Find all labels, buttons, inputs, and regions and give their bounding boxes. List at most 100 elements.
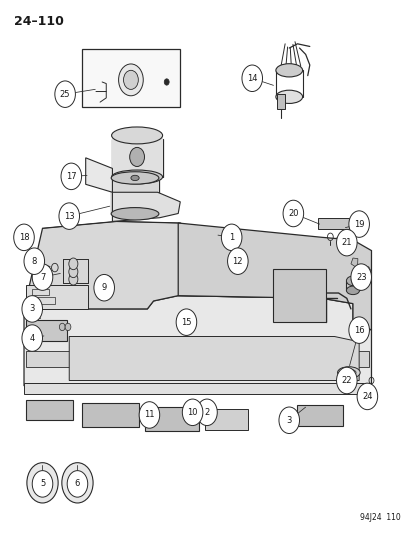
- Text: 18: 18: [19, 233, 29, 242]
- Circle shape: [118, 64, 143, 96]
- Text: 13: 13: [64, 212, 74, 221]
- Circle shape: [38, 478, 47, 488]
- Ellipse shape: [112, 170, 162, 184]
- Text: 1: 1: [228, 233, 234, 242]
- Bar: [32, 297, 55, 304]
- Bar: [81, 403, 139, 426]
- Circle shape: [69, 273, 78, 285]
- Text: 23: 23: [355, 272, 366, 281]
- Circle shape: [22, 325, 43, 351]
- Circle shape: [356, 383, 377, 410]
- Text: 14: 14: [247, 74, 257, 83]
- Circle shape: [282, 200, 303, 227]
- Polygon shape: [112, 192, 180, 221]
- Circle shape: [59, 203, 79, 229]
- Text: 5: 5: [40, 479, 45, 488]
- Text: 3: 3: [29, 304, 35, 313]
- Circle shape: [94, 274, 114, 301]
- Circle shape: [221, 224, 241, 251]
- Circle shape: [227, 248, 247, 274]
- Bar: [272, 269, 325, 322]
- Ellipse shape: [346, 276, 359, 286]
- Circle shape: [22, 296, 43, 322]
- Circle shape: [24, 248, 45, 274]
- Circle shape: [241, 65, 262, 92]
- Text: 9: 9: [101, 283, 107, 292]
- Circle shape: [65, 323, 71, 330]
- Bar: [297, 406, 342, 425]
- Circle shape: [139, 402, 159, 428]
- Ellipse shape: [346, 286, 359, 295]
- Text: 19: 19: [353, 220, 363, 229]
- Ellipse shape: [275, 90, 302, 103]
- Text: 16: 16: [353, 326, 363, 335]
- Text: 24–110: 24–110: [14, 14, 64, 28]
- Text: 11: 11: [144, 410, 154, 419]
- Bar: [81, 49, 180, 108]
- Ellipse shape: [111, 207, 159, 220]
- Bar: [317, 217, 348, 229]
- Polygon shape: [350, 258, 357, 268]
- Text: 12: 12: [232, 257, 242, 265]
- Circle shape: [32, 264, 53, 290]
- Circle shape: [348, 317, 368, 343]
- Text: 25: 25: [60, 90, 70, 99]
- Polygon shape: [24, 296, 370, 386]
- Bar: [32, 289, 49, 295]
- Circle shape: [123, 70, 138, 90]
- Ellipse shape: [111, 172, 159, 184]
- Text: 3: 3: [286, 416, 291, 425]
- Circle shape: [336, 367, 356, 394]
- Bar: [26, 285, 88, 309]
- Circle shape: [69, 266, 78, 278]
- Text: 22: 22: [341, 376, 351, 385]
- Bar: [111, 178, 159, 214]
- Circle shape: [354, 266, 362, 277]
- Circle shape: [176, 309, 196, 335]
- Text: 15: 15: [181, 318, 191, 327]
- Text: 6: 6: [75, 479, 80, 488]
- Circle shape: [69, 258, 78, 270]
- Circle shape: [32, 471, 53, 497]
- Text: 10: 10: [187, 408, 197, 417]
- Bar: [112, 135, 162, 179]
- Polygon shape: [350, 276, 357, 286]
- Polygon shape: [361, 266, 370, 277]
- Circle shape: [61, 163, 81, 190]
- Bar: [26, 319, 67, 341]
- Text: 24: 24: [361, 392, 372, 401]
- Circle shape: [59, 323, 65, 330]
- Circle shape: [73, 478, 81, 488]
- Text: 4: 4: [30, 334, 35, 343]
- Ellipse shape: [337, 367, 359, 378]
- Circle shape: [278, 407, 299, 433]
- Text: 20: 20: [287, 209, 298, 218]
- Circle shape: [336, 229, 356, 256]
- Circle shape: [62, 463, 93, 503]
- Polygon shape: [178, 223, 370, 330]
- Bar: [25, 231, 31, 236]
- Ellipse shape: [275, 63, 302, 77]
- Bar: [26, 400, 73, 420]
- Text: 94J24  110: 94J24 110: [358, 513, 399, 522]
- Polygon shape: [26, 351, 368, 367]
- Circle shape: [350, 264, 370, 290]
- Text: 8: 8: [31, 257, 37, 265]
- Circle shape: [164, 79, 169, 85]
- Bar: [276, 94, 285, 109]
- Circle shape: [67, 471, 88, 497]
- Polygon shape: [69, 336, 358, 381]
- Bar: [145, 407, 198, 431]
- Polygon shape: [85, 158, 112, 192]
- Circle shape: [348, 211, 368, 237]
- Text: 7: 7: [40, 272, 45, 281]
- Text: 17: 17: [66, 172, 76, 181]
- Text: 21: 21: [341, 238, 351, 247]
- Circle shape: [196, 399, 217, 425]
- Polygon shape: [24, 221, 321, 309]
- Circle shape: [27, 463, 58, 503]
- Text: 2: 2: [204, 408, 209, 417]
- Polygon shape: [24, 383, 370, 394]
- Ellipse shape: [112, 127, 162, 144]
- Bar: [204, 409, 247, 430]
